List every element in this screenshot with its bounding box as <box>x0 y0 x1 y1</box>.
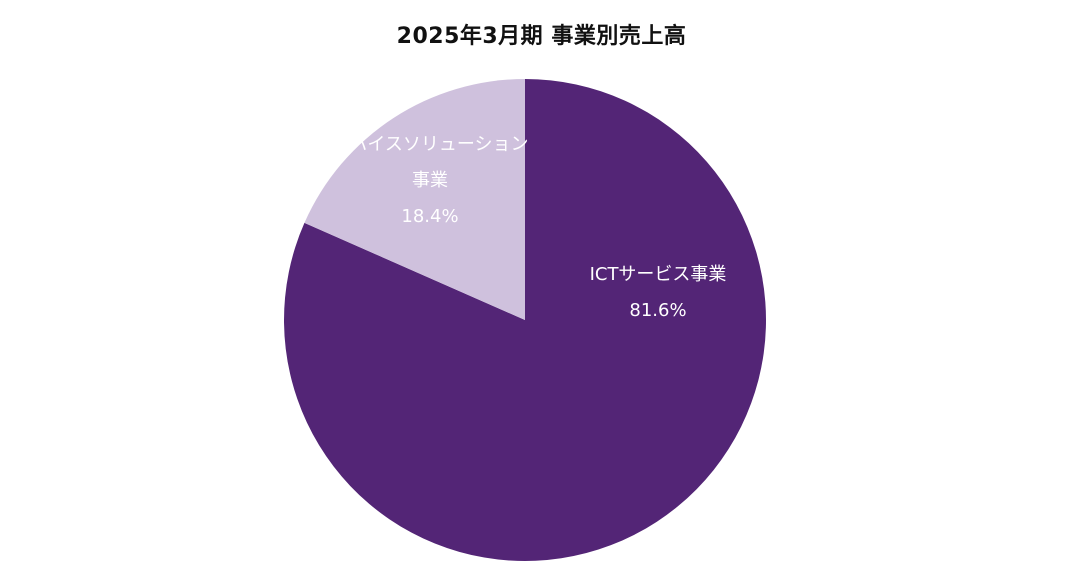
pie-slice-1 <box>284 79 767 561</box>
pie-slice-2 <box>304 79 525 320</box>
pie-slices <box>284 79 767 561</box>
slice-1-category-label: ICTサービス事業 <box>590 264 727 285</box>
chart-title: 2025年3月期 事業別売上高 <box>396 24 687 49</box>
slice-2-category-label: 事業 <box>412 170 448 191</box>
slice-2-category-label: デバイスソリューション <box>331 134 528 155</box>
slice-2-value-label: 18.4% <box>401 206 458 227</box>
slice-1-value-label: 81.6% <box>629 300 686 321</box>
